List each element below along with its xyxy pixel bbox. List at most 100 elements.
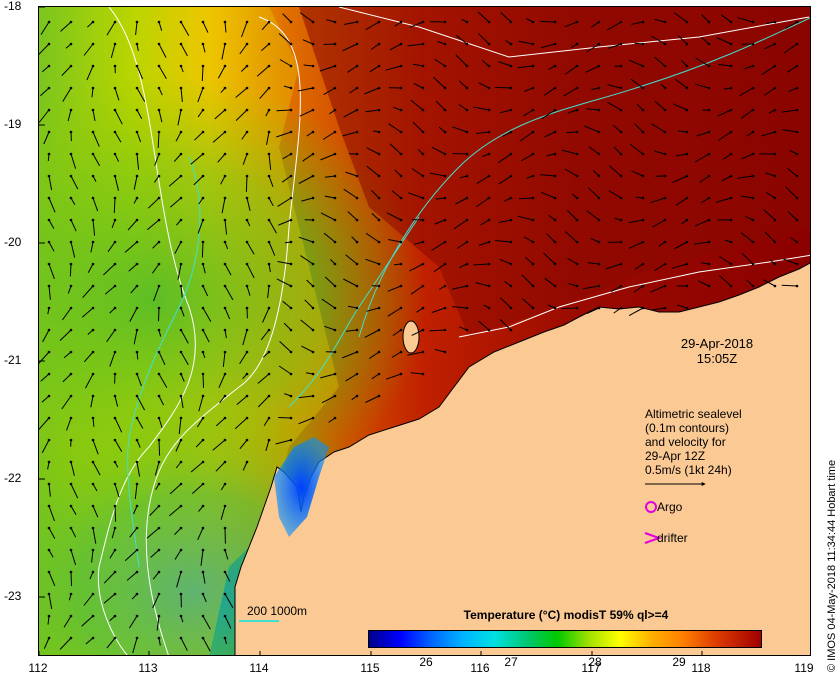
velocity-arrow — [364, 329, 380, 338]
velocity-arrow-origin — [619, 42, 623, 46]
velocity-arrow — [114, 175, 119, 191]
velocity-arrow — [412, 63, 424, 67]
velocity-arrow — [607, 84, 622, 89]
velocity-arrow — [722, 153, 732, 160]
velocity-arrow-origin — [289, 64, 293, 68]
velocity-arrow-origin — [267, 218, 271, 222]
velocity-arrow-origin — [311, 416, 315, 420]
velocity-arrow — [224, 615, 232, 629]
lat-tick-label: -22 — [4, 471, 22, 485]
velocity-arrow-origin — [201, 240, 205, 244]
velocity-arrow-origin — [443, 306, 447, 310]
velocity-arrow-origin — [91, 196, 95, 200]
velocity-arrow-origin — [91, 526, 95, 530]
velocity-arrow-origin — [399, 284, 403, 288]
velocity-arrow-origin — [443, 262, 447, 266]
velocity-arrow — [628, 59, 644, 67]
velocity-arrow-origin — [333, 284, 337, 288]
velocity-arrow-origin — [135, 262, 139, 266]
velocity-arrow — [282, 153, 292, 160]
velocity-arrow-origin — [355, 394, 359, 398]
velocity-arrow — [300, 319, 314, 331]
velocity-arrow — [389, 43, 402, 51]
velocity-arrow — [134, 483, 138, 500]
velocity-arrow-origin — [47, 306, 51, 310]
velocity-arrow — [151, 263, 160, 274]
velocity-arrow-origin — [201, 416, 205, 420]
velocity-arrow-origin — [201, 284, 205, 288]
velocity-arrow — [389, 143, 402, 155]
velocity-arrow — [546, 233, 556, 243]
velocity-arrow — [303, 64, 314, 67]
velocity-arrow — [265, 439, 270, 451]
velocity-arrow-origin — [377, 328, 381, 332]
velocity-arrow — [43, 131, 50, 145]
velocity-arrow — [48, 285, 51, 300]
velocity-arrow-origin — [399, 262, 403, 266]
velocity-arrow — [324, 195, 336, 199]
velocity-arrow — [608, 43, 622, 49]
velocity-arrow — [39, 109, 50, 123]
velocity-arrow — [202, 637, 211, 652]
velocity-arrow-origin — [773, 196, 777, 200]
velocity-arrow — [106, 329, 116, 343]
velocity-arrow — [83, 43, 94, 56]
velocity-arrow — [92, 461, 101, 476]
velocity-arrow-origin — [135, 504, 139, 508]
velocity-arrow — [701, 262, 710, 265]
velocity-arrow-origin — [245, 416, 249, 420]
velocity-arrow — [196, 417, 204, 428]
colorbar-tick-label: 28 — [588, 655, 602, 669]
velocity-arrow-origin — [443, 284, 447, 288]
velocity-arrow — [240, 65, 248, 72]
velocity-arrow-origin — [333, 108, 337, 112]
velocity-arrow-origin — [157, 196, 161, 200]
velocity-arrow — [62, 87, 72, 102]
velocity-arrow-origin — [135, 438, 139, 442]
velocity-arrow — [613, 146, 622, 155]
velocity-arrow-origin — [311, 108, 315, 112]
velocity-arrow-origin — [47, 262, 51, 266]
velocity-arrow-origin — [135, 20, 139, 24]
velocity-arrow-origin — [267, 262, 271, 266]
velocity-arrow-origin — [289, 152, 293, 156]
velocity-arrow — [200, 549, 204, 566]
velocity-arrow — [387, 307, 402, 317]
sealevel-contour — [338, 7, 810, 58]
velocity-arrow-origin — [553, 20, 557, 24]
velocity-arrow-origin — [509, 20, 513, 24]
velocity-arrow-origin — [91, 482, 95, 486]
velocity-arrow-origin — [641, 240, 645, 244]
velocity-arrow-origin — [531, 240, 535, 244]
velocity-arrow-origin — [531, 152, 535, 156]
velocity-arrow — [111, 527, 116, 539]
velocity-arrow-origin — [355, 262, 359, 266]
velocity-arrow-origin — [333, 240, 337, 244]
velocity-arrow — [591, 21, 600, 28]
velocity-arrow-origin — [377, 130, 381, 134]
velocity-arrow-origin — [311, 64, 315, 68]
velocity-arrow-origin — [223, 174, 227, 178]
velocity-arrow — [452, 126, 468, 133]
velocity-arrow — [630, 78, 644, 89]
velocity-arrow — [518, 40, 534, 45]
lat-tick-label: -23 — [4, 589, 22, 603]
velocity-arrow — [737, 175, 754, 179]
velocity-arrow-origin — [69, 438, 73, 442]
velocity-arrow-origin — [69, 174, 73, 178]
velocity-arrow — [544, 87, 556, 96]
velocity-arrow — [323, 87, 336, 96]
velocity-arrow — [673, 12, 688, 23]
velocity-arrow-origin — [113, 438, 117, 442]
velocity-arrow — [502, 131, 512, 137]
velocity-arrow-origin — [465, 218, 469, 222]
velocity-arrow-origin — [597, 174, 601, 178]
velocity-arrow — [194, 131, 204, 141]
velocity-arrow-origin — [157, 350, 161, 354]
velocity-arrow — [180, 285, 183, 298]
velocity-arrow — [386, 212, 402, 221]
velocity-arrow-origin — [729, 240, 733, 244]
velocity-arrow — [261, 21, 270, 31]
velocity-arrow-origin — [135, 372, 139, 376]
velocity-arrow — [586, 307, 600, 314]
